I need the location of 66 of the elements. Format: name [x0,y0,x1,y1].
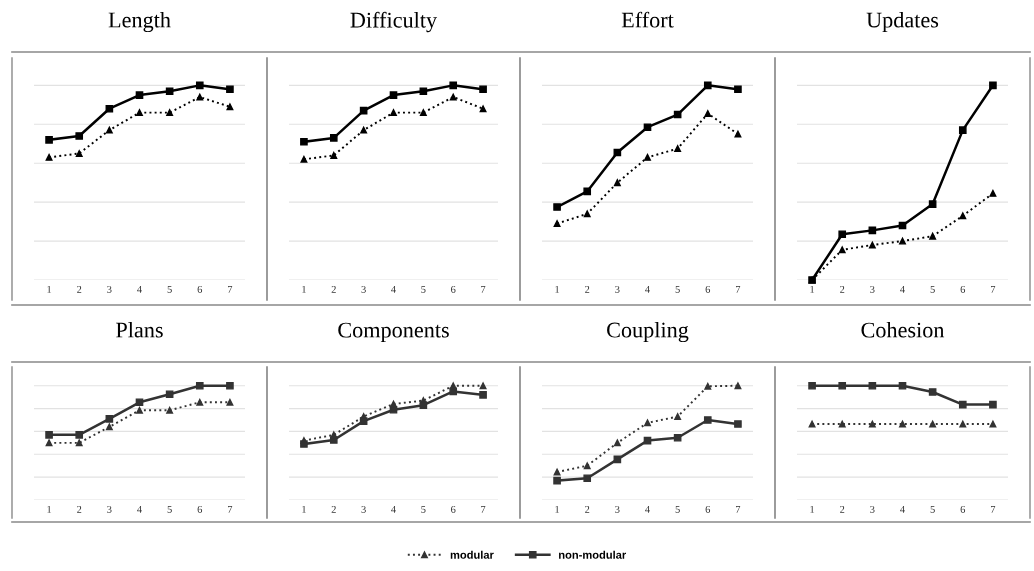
chart-title: Difficulty [350,11,438,33]
chart-title: Coupling [607,321,689,343]
chart-title: Effort [621,11,674,28]
x-tick-label: 2 [331,505,336,513]
x-tick-label: 7 [991,505,996,513]
x-tick-label: 1 [302,505,306,513]
x-tick-label: 6 [960,505,966,513]
x-tick-label: 7 [481,505,486,513]
x-tick-label: 3 [361,505,366,513]
chart-title: Length [108,11,171,33]
x-tick-label: 7 [736,285,741,293]
x-tick-label: 7 [736,505,741,513]
x-tick-label: 6 [960,285,966,293]
x-tick-label: 2 [331,285,336,293]
x-tick-label: 7 [228,505,233,513]
x-tick-label: 1 [302,285,306,293]
x-tick-label: 2 [77,285,82,293]
x-tick-label: 7 [481,285,486,293]
x-tick-label: 7 [228,285,233,293]
x-tick-label: 2 [840,285,845,293]
x-tick-label: 6 [451,285,456,293]
x-tick-label: 3 [361,285,366,293]
x-tick-label: 6 [197,285,203,293]
x-tick-label: 7 [991,285,996,293]
x-tick-label: 1 [47,285,52,293]
chart-title: Cohesion [861,321,945,338]
x-tick-label: 6 [705,285,711,293]
x-tick-label: 5 [167,285,172,293]
x-tick-label: 6 [197,505,203,513]
x-tick-label: 5 [675,285,680,293]
x-tick-label: 1 [555,505,560,513]
x-tick-label: 4 [645,505,650,513]
chart-title: Plans [116,321,163,338]
legend-label: modular [450,550,494,559]
x-tick-label: 5 [675,505,680,513]
x-tick-label: 4 [900,285,905,293]
x-tick-label: 1 [555,285,560,293]
x-tick-label: 3 [870,505,875,513]
x-tick-label: 5 [167,505,172,513]
x-tick-label: 5 [421,285,426,293]
x-tick-label: 2 [840,505,845,513]
x-tick-label: 3 [615,285,620,293]
x-tick-label: 2 [585,285,590,293]
x-tick-label: 4 [645,285,650,293]
x-tick-label: 6 [451,505,456,513]
x-tick-label: 5 [421,505,426,513]
x-tick-label: 1 [810,285,815,293]
x-tick-label: 2 [77,505,82,513]
x-tick-label: 5 [930,505,935,513]
x-tick-label: 4 [391,285,396,293]
x-tick-label: 1 [810,505,815,513]
x-tick-label: 3 [870,285,875,293]
x-tick-label: 4 [900,505,905,513]
x-tick-label: 4 [391,505,396,513]
x-tick-label: 3 [107,285,112,293]
x-tick-label: 4 [137,505,142,513]
x-tick-label: 5 [930,285,935,293]
chart-title: Components [338,322,449,343]
x-tick-label: 3 [615,505,620,513]
x-tick-label: 1 [47,505,52,513]
x-tick-label: 3 [107,505,112,513]
legend-label: non-modular [559,550,627,559]
x-tick-label: 6 [705,505,711,513]
chart-title: Updates [866,11,939,33]
x-tick-label: 2 [585,505,590,513]
x-tick-label: 4 [137,285,142,293]
